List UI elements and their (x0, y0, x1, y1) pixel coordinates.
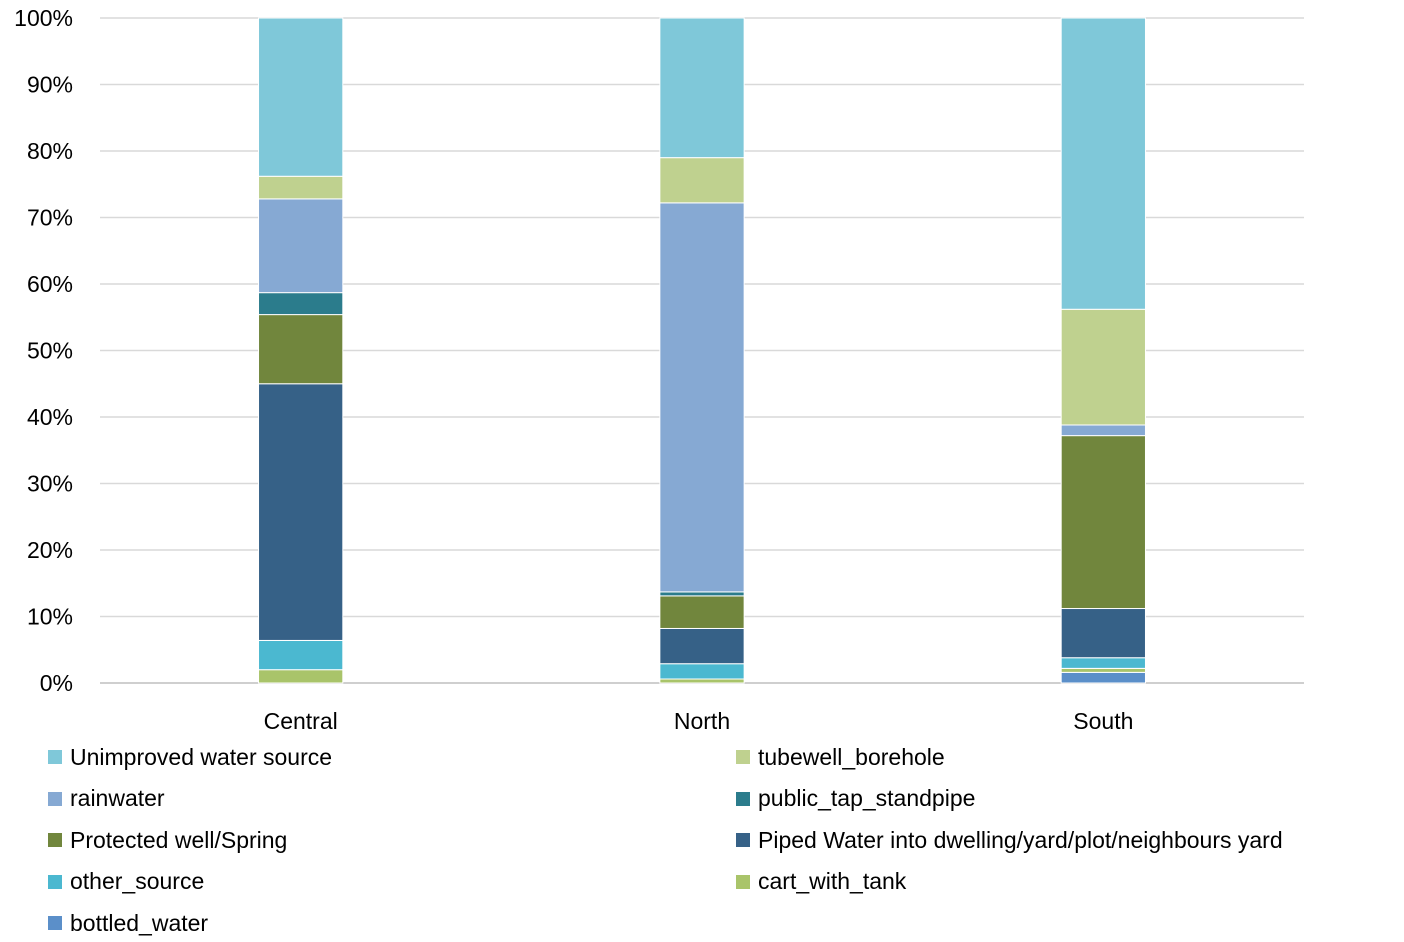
bars (258, 17, 1146, 684)
legend-swatch (48, 791, 62, 806)
bar-segment (258, 639, 344, 671)
bar-segment (659, 663, 745, 680)
x-tick-label: Central (264, 708, 338, 734)
legend-item: bottled_water (48, 904, 208, 942)
legend-item: Piped Water into dwelling/yard/plot/neig… (736, 821, 1283, 859)
bar-segment (258, 292, 344, 316)
x-tick-label: North (674, 708, 730, 734)
legend-label: Protected well/Spring (70, 826, 288, 853)
legend-label: tubewell_borehole (758, 743, 945, 770)
y-tick-label: 70% (27, 205, 73, 231)
legend-item: other_source (48, 863, 204, 901)
legend-label: bottled_water (70, 909, 209, 936)
y-tick-label: 90% (27, 72, 73, 98)
y-tick-label: 30% (27, 471, 73, 497)
legend-item: Protected well/Spring (48, 821, 287, 859)
bar-segment (1060, 657, 1146, 669)
bar-segment (659, 17, 745, 159)
bar-segment (1060, 435, 1146, 610)
bar-segment (1060, 308, 1146, 426)
legend-swatch (48, 750, 62, 764)
bar-segment (258, 314, 344, 385)
legend-swatch (736, 750, 750, 764)
bar-segment (258, 198, 344, 294)
legend-swatch (48, 833, 62, 847)
bar-segment (659, 202, 745, 593)
bar-segment (659, 595, 745, 629)
legend-item: public_tap_standpipe (736, 780, 975, 818)
bar-segment (1060, 671, 1146, 684)
y-tick-label: 60% (27, 271, 73, 297)
legend-swatch (48, 916, 62, 930)
bar-segment (258, 383, 344, 641)
bar-segment (1060, 667, 1146, 673)
legend-label: Unimproved water source (70, 743, 333, 770)
legend-label: rainwater (70, 785, 165, 811)
bar-segment (659, 591, 745, 597)
bar-segment (659, 157, 745, 204)
bar-segment (1060, 424, 1146, 437)
x-tick-label: South (1073, 708, 1133, 734)
legend-item: cart_with_tank (736, 863, 906, 901)
bar-segment (258, 175, 344, 200)
legend-swatch (736, 791, 750, 806)
y-tick-label: 100% (14, 5, 73, 31)
y-axis-labels: 0% 10% 20% 30% 40% 50% 60% 70% 80% 90% 100% (14, 5, 73, 696)
x-axis-labels: Central North South (264, 708, 1134, 734)
y-tick-label: 0% (40, 670, 73, 696)
y-tick-label: 10% (27, 604, 73, 630)
bar-segment (1060, 17, 1146, 310)
bar-segment (258, 17, 344, 177)
legend-swatch (736, 833, 750, 847)
bar-segment (659, 678, 745, 684)
legend-swatch (736, 874, 750, 889)
legend: Unimproved water source tubewell_borehole… (0, 738, 1404, 938)
legend-swatch (48, 874, 62, 889)
bar-segment (258, 669, 344, 684)
y-tick-label: 20% (27, 537, 73, 563)
stacked-bar-chart: 0% 10% 20% 30% 40% 50% 60% 70% 80% 90% 100% Centra… (14, 5, 1304, 734)
y-tick-label: 50% (27, 338, 73, 364)
bar-segment (1060, 608, 1146, 659)
legend-label: Piped Water into dwelling/yard/plot/neig… (758, 826, 1283, 853)
legend-label: public_tap_standpipe (758, 785, 976, 811)
legend-item: Unimproved water source (48, 738, 332, 776)
legend-item: tubewell_borehole (736, 738, 945, 776)
bar-segment (659, 627, 745, 665)
legend-label: cart_with_tank (758, 868, 907, 894)
y-tick-label: 40% (27, 404, 73, 430)
legend-label: other_source (70, 868, 205, 894)
legend-item: rainwater (48, 780, 165, 818)
y-tick-label: 80% (27, 138, 73, 164)
